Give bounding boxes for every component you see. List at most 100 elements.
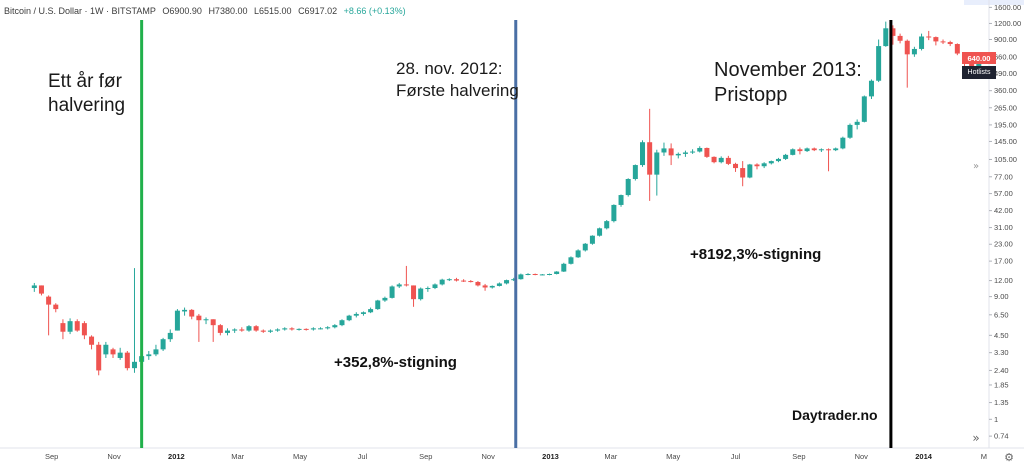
candle-body-110 [818,149,824,151]
candle-body-42 [332,325,338,328]
gear-icon[interactable]: ⚙ [1004,450,1014,464]
candle-body-58 [446,279,452,281]
y-tick-label-24: 1200.00 [994,19,1021,28]
candle-body-121 [897,35,903,41]
candle-body-80 [604,221,610,229]
candle-body-120 [890,28,896,36]
candle-body-78 [589,235,595,244]
x-tick-label-11: Jul [731,452,741,461]
candle-body-29 [239,329,245,331]
candle-body-77 [582,243,588,251]
candle-body-10 [103,344,109,355]
candle-body-69 [525,273,531,275]
candle-body-103 [768,161,774,164]
watermark: Daytrader.no [792,407,878,423]
candle-body-85 [640,142,646,166]
candle-body-71 [539,274,545,276]
candle-body-33 [267,330,273,332]
x-tick-label-4: May [293,452,307,461]
candle-body-125 [926,36,932,38]
candle-body-83 [625,178,631,196]
candle-body-16 [146,354,152,357]
candle-body-117 [868,80,874,97]
gain-label-first: +352,8%-stigning [334,354,457,371]
annotation-price-peak: November 2013: Pristopp [714,59,862,106]
expand-right-icon[interactable]: » [972,431,980,445]
y-tick-label-14: 57.00 [994,189,1013,198]
candle-body-70 [532,273,538,275]
y-tick-label-1: 1 [994,415,998,424]
x-tick-label-1: Nov [107,452,121,461]
y-tick-label-15: 77.00 [994,172,1013,181]
candle-body-49 [382,297,388,301]
candle-body-116 [861,96,867,122]
annotation-first-halving: 28. nov. 2012: Første halvering [396,59,519,100]
candle-body-88 [661,148,667,153]
collapse-panel-icon[interactable]: » [972,160,980,172]
candle-body-28 [232,329,238,331]
candle-body-107 [797,149,803,152]
candle-body-1 [38,285,44,294]
y-tick-label-0: 0.74 [994,432,1009,441]
price-axis[interactable]: 0.74 1 1.35 1.85 2.40 3.30 4.50 6.50 9.00 12.00 17… [989,3,1021,441]
candle-body-111 [826,149,832,151]
candle-body-40 [318,328,324,330]
candle-body-97 [725,157,731,164]
candle-body-123 [911,48,917,55]
candle-body-60 [461,280,467,282]
candle-body-51 [396,284,402,287]
y-tick-label-21: 490.00 [994,69,1017,78]
candle-body-87 [654,152,660,175]
candle-body-32 [260,330,266,332]
candle-body-127 [940,41,946,43]
candle-body-73 [554,271,560,274]
x-tick-label-2: 2012 [168,452,185,461]
candle-body-54 [418,288,424,300]
y-tick-label-25: 1600.00 [994,3,1021,12]
y-tick-label-3: 1.85 [994,380,1009,389]
candle-body-108 [804,148,810,152]
candle-body-39 [310,328,316,330]
candle-body-50 [389,286,395,298]
candle-body-74 [561,263,567,272]
x-tick-label-8: 2013 [542,452,559,461]
candle-body-101 [754,164,760,167]
vertical-markers-group [140,20,893,448]
candle-body-67 [511,279,517,281]
candle-body-0 [31,285,37,289]
candle-body-61 [468,281,474,283]
candle-body-57 [439,279,445,285]
candle-body-20 [174,310,180,331]
candle-body-38 [303,328,309,330]
candle-body-12 [117,352,123,358]
y-tick-label-16: 105.00 [994,155,1017,164]
candle-body-47 [368,309,374,313]
y-tick-label-23: 900.00 [994,35,1017,44]
high-value: H7380.00 [208,6,248,16]
x-tick-label-5: Jul [358,452,368,461]
y-tick-label-12: 31.00 [994,223,1013,232]
candle-body-37 [296,328,302,330]
candle-body-19 [167,332,173,340]
candle-body-31 [253,326,259,331]
candle-body-100 [747,164,753,178]
candle-body-89 [668,148,674,156]
y-tick-label-9: 12.00 [994,276,1013,285]
candle-body-24 [203,319,209,321]
candle-body-112 [833,148,839,151]
candle-body-66 [504,280,510,284]
x-tick-label-10: May [666,452,680,461]
y-tick-label-4: 2.40 [994,366,1009,375]
time-axis[interactable]: Sep Nov 2012 Mar May Jul Sep Nov 2013 Mar May Jul Se… [45,452,987,461]
y-tick-label-10: 17.00 [994,257,1013,266]
low-value: L6515.00 [254,6,292,16]
hotlists-button[interactable]: Hotlists [962,66,996,79]
candle-body-14 [131,361,137,369]
candle-body-45 [353,313,359,316]
candle-body-52 [403,284,409,286]
y-tick-label-8: 9.00 [994,292,1009,301]
candle-body-8 [89,336,95,345]
candle-body-99 [740,168,746,178]
y-tick-label-19: 265.00 [994,103,1017,112]
candle-body-46 [360,312,366,314]
